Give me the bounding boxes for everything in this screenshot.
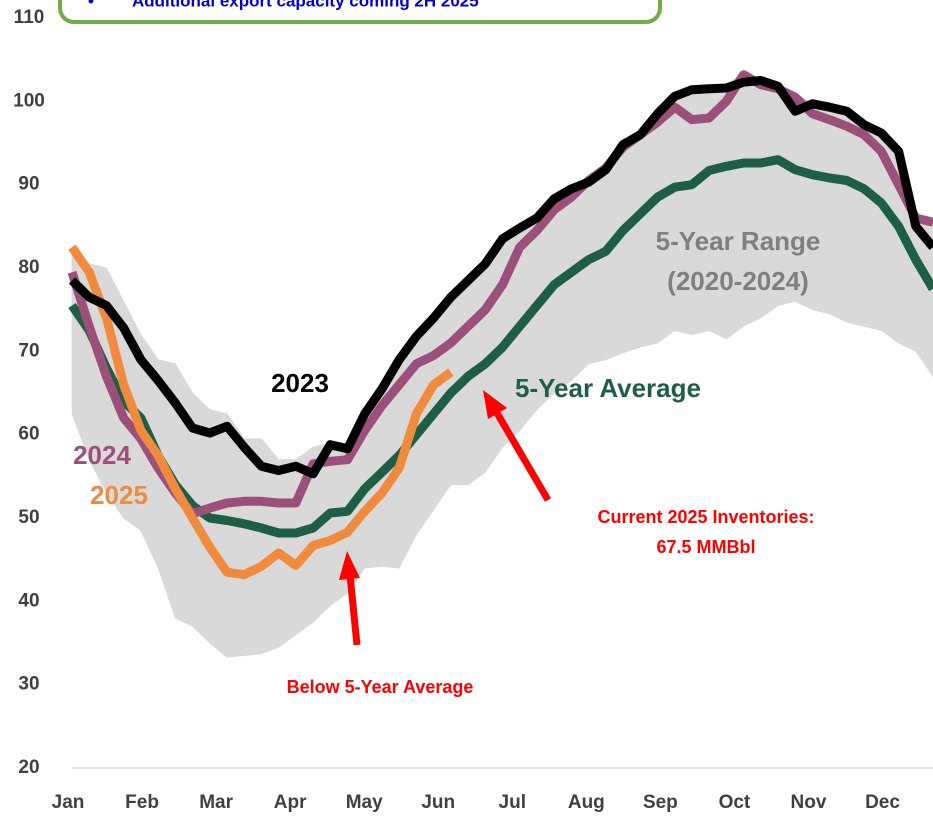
range-segment — [243, 438, 262, 656]
arrow-head — [483, 390, 507, 419]
lines — [67, 70, 933, 580]
y-tick-label: 70 — [18, 340, 39, 361]
range-band — [71, 71, 933, 659]
y-tick-label: 110 — [14, 7, 45, 28]
x-tick-label: Dec — [865, 792, 900, 813]
x-tick-label: Apr — [274, 792, 307, 813]
x-tick-label: Jan — [52, 792, 85, 813]
annotation: 67.5 MMBbl — [656, 537, 755, 557]
range-segment — [622, 134, 641, 354]
range-segment — [725, 71, 744, 340]
y-tick-label: 50 — [18, 507, 39, 528]
y-tick-label: 30 — [18, 674, 39, 695]
annotation: Below 5-Year Average — [287, 677, 474, 697]
callout-box — [58, 0, 662, 24]
range-segment — [829, 106, 848, 323]
range-segment — [657, 93, 676, 344]
y-tick-label: 100 — [13, 90, 45, 111]
x-tick-label: Aug — [568, 792, 605, 813]
y-tick-label: 20 — [18, 757, 39, 778]
range-segment — [553, 185, 572, 394]
arrow-shaft — [346, 574, 361, 646]
x-tick-label: Jul — [499, 792, 526, 813]
arrow-shaft — [493, 411, 552, 502]
y-tick-label: 80 — [18, 257, 39, 278]
annotation: Current 2025 Inventories: — [597, 507, 814, 527]
x-tick-label: May — [346, 792, 383, 813]
y-tick-label: 90 — [18, 174, 39, 195]
series-label: 2023 — [271, 368, 329, 398]
x-tick-label: Oct — [719, 792, 751, 813]
range-segment — [329, 442, 348, 607]
callout-text: Additional export capacity coming 2H 202… — [132, 0, 479, 10]
x-tick-label: Nov — [791, 792, 827, 813]
range-segment — [209, 409, 228, 659]
series-label: 2025 — [90, 480, 148, 510]
range-label: (2020-2024) — [667, 266, 809, 296]
y-tick-label: 60 — [18, 424, 39, 445]
series-label: 5-Year Average — [515, 373, 701, 403]
x-tick-label: Sep — [643, 792, 678, 813]
series-label: 2024 — [73, 440, 131, 470]
range-segment — [570, 177, 589, 382]
series-line — [68, 155, 933, 538]
series-line — [68, 244, 454, 580]
arrows — [339, 390, 552, 646]
series-line — [67, 70, 933, 519]
range-segment — [674, 88, 693, 336]
range-label: 5-Year Range — [656, 226, 821, 256]
range-segment — [812, 103, 831, 315]
range-segment — [708, 84, 727, 340]
range-segment — [691, 86, 710, 336]
range-segment — [588, 165, 607, 365]
range-segment — [846, 110, 865, 327]
x-tick-label: Feb — [125, 792, 159, 813]
arrow-head — [339, 551, 360, 580]
x-tick-label: Jun — [421, 792, 455, 813]
callout-bullet: • — [88, 0, 94, 10]
labels: 20 30 40 50 60 70 80 90 100 110 Jan Feb Mar Apr May Jun… — [13, 7, 900, 813]
y-tick-label: 40 — [18, 590, 39, 611]
x-tick-label: Mar — [199, 792, 233, 813]
series-line — [68, 76, 933, 479]
